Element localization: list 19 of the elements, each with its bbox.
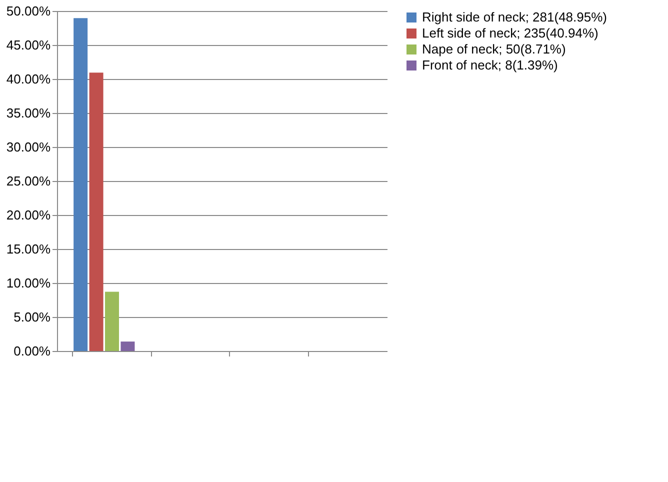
y-tick-label: 0.00% <box>14 344 51 358</box>
y-tick-label: 50.00% <box>6 4 51 18</box>
bar <box>74 18 88 351</box>
y-tick-label: 25.00% <box>6 174 51 188</box>
y-tick-label: 45.00% <box>6 38 51 52</box>
y-tick-label: 10.00% <box>6 276 51 290</box>
legend-label: Front of neck; 8(1.39%) <box>422 58 558 72</box>
y-tick-label: 20.00% <box>6 208 51 222</box>
y-tick-label: 30.00% <box>6 140 51 154</box>
legend-label: Right side of neck; 281(48.95%) <box>422 10 607 24</box>
y-tick-label: 15.00% <box>6 242 51 256</box>
legend-label: Nape of neck; 50(8.71%) <box>422 42 566 56</box>
bar <box>89 72 104 351</box>
bar <box>105 292 119 351</box>
bar <box>120 342 135 351</box>
y-tick-label: 35.00% <box>6 106 51 120</box>
y-tick-label: 5.00% <box>14 310 51 324</box>
y-tick-label: 40.00% <box>6 72 51 86</box>
legend-label: Left side of neck; 235(40.94%) <box>422 26 598 40</box>
